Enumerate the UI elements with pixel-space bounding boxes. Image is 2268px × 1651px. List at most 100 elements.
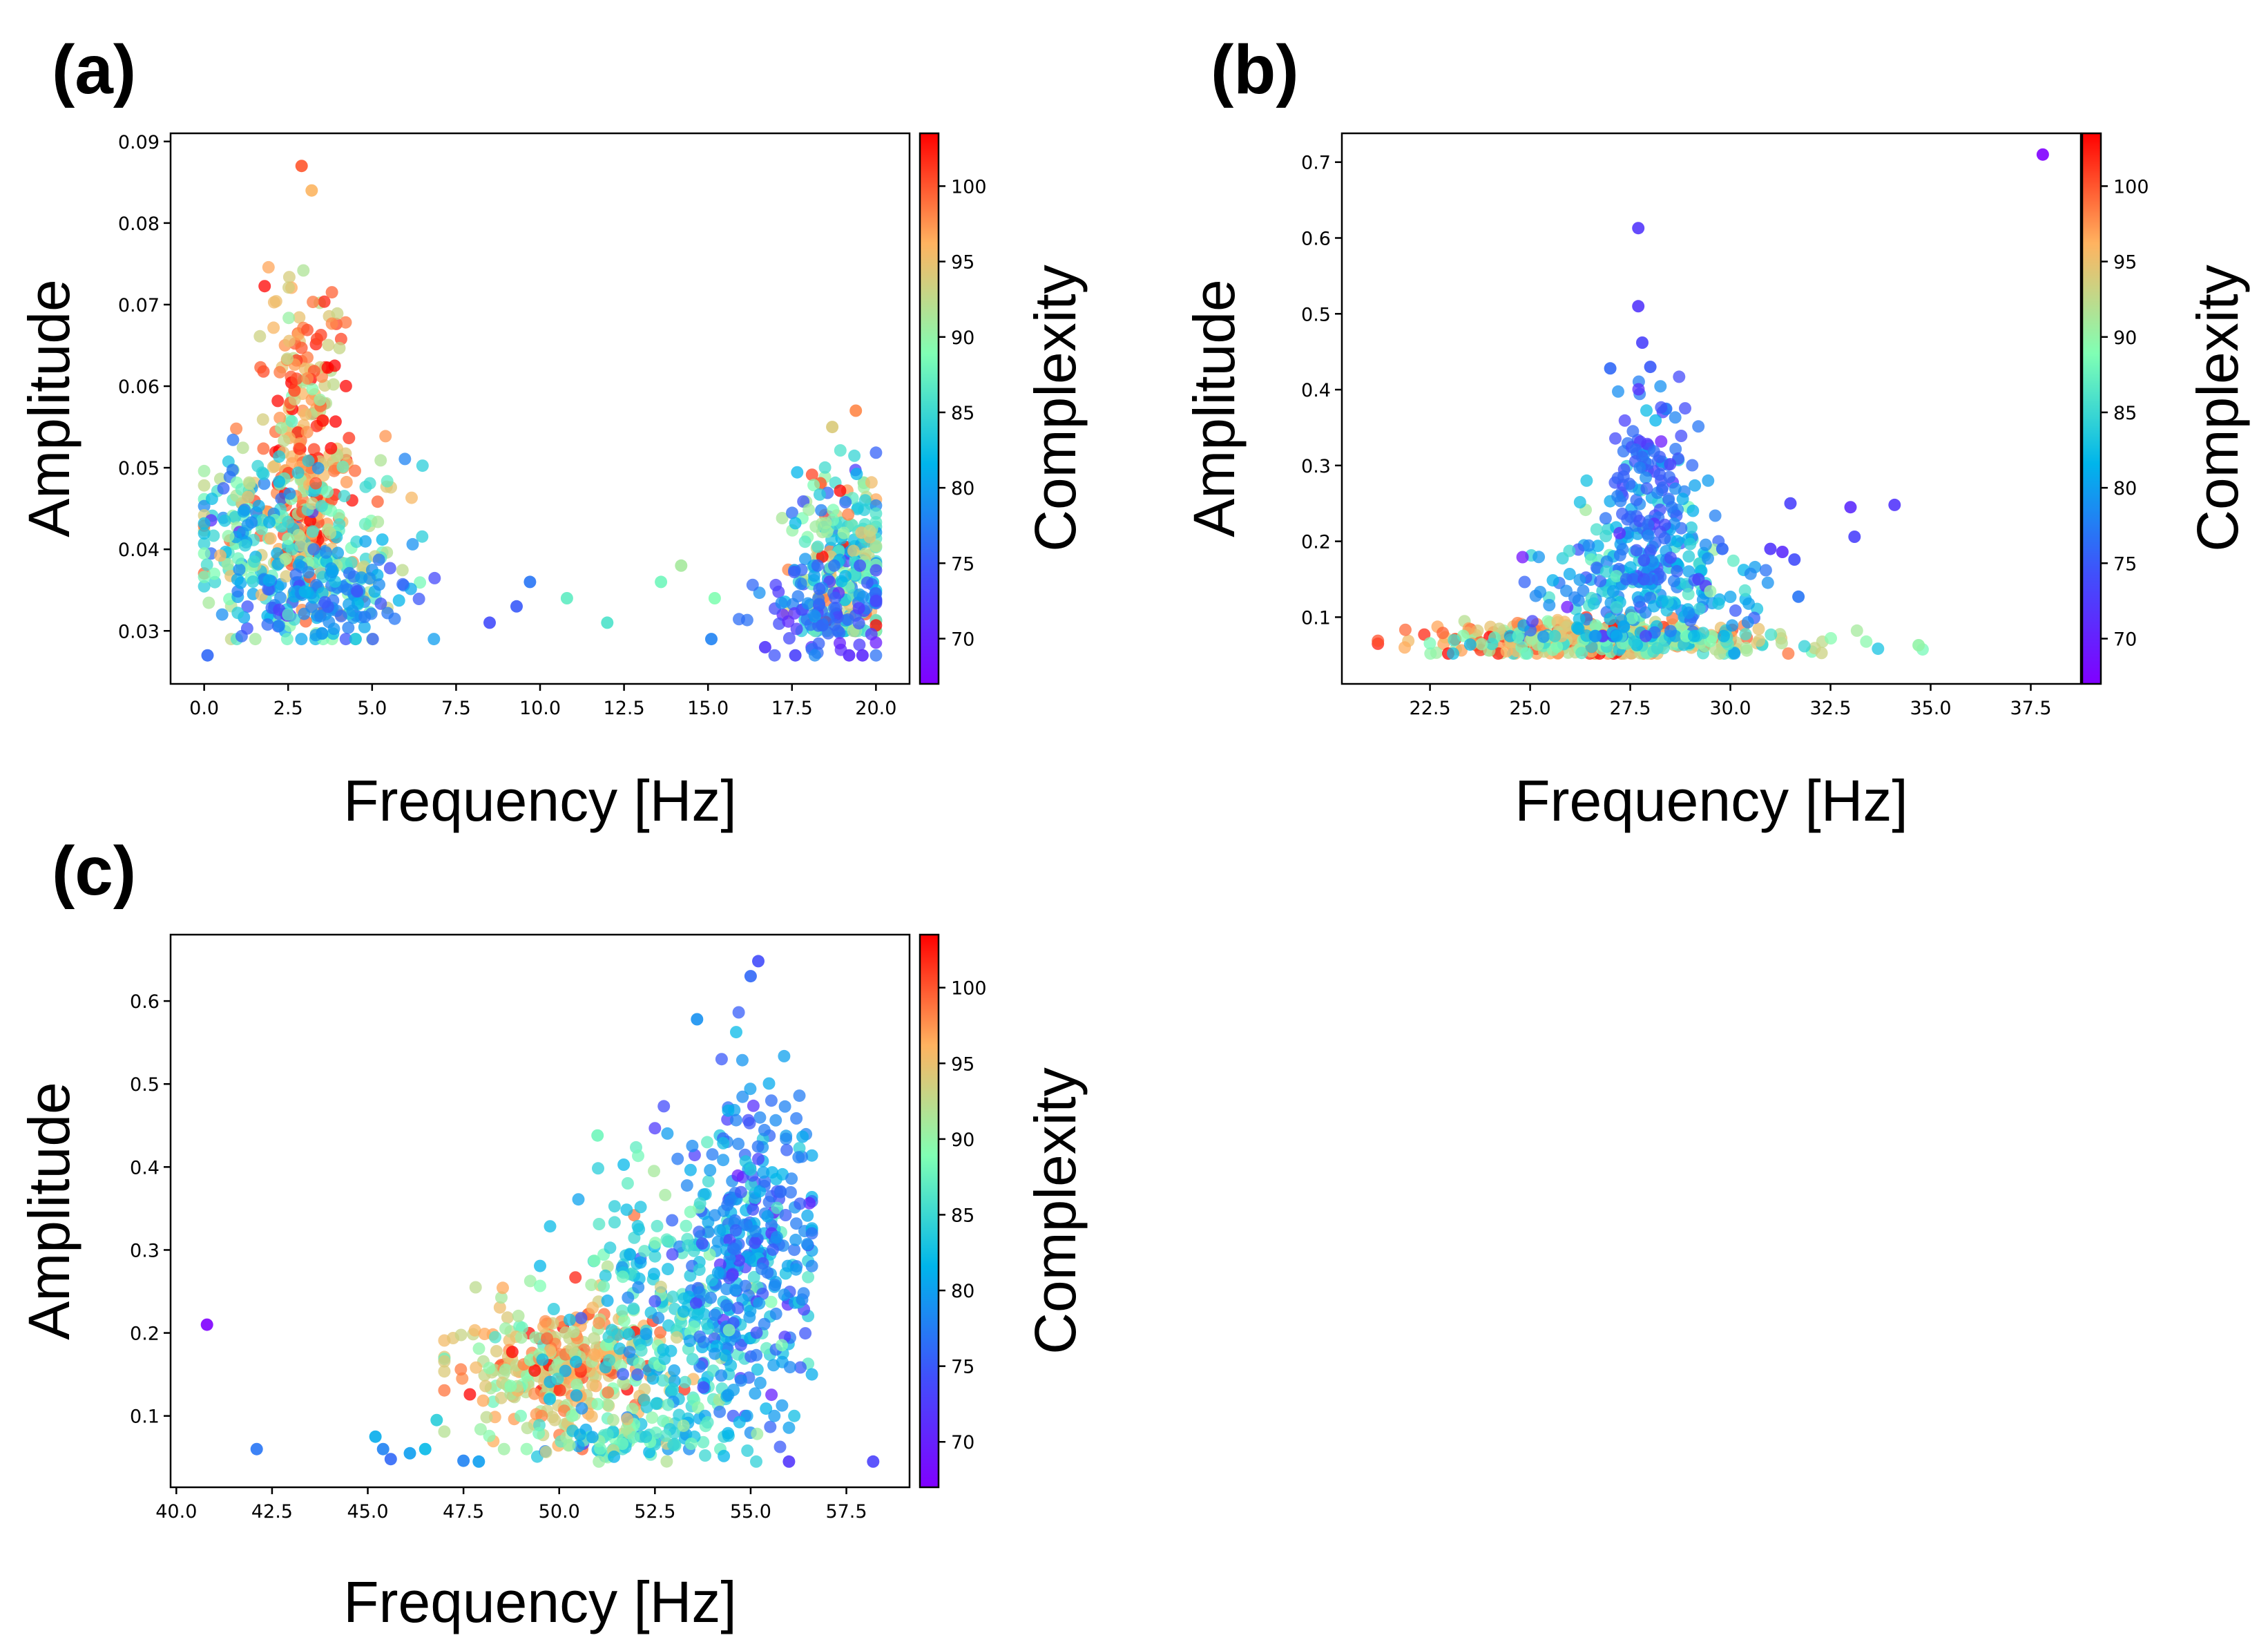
data-point — [785, 1172, 798, 1185]
data-point — [1577, 584, 1590, 598]
data-point — [648, 1122, 662, 1135]
y-tick-label: 0.1 — [130, 1406, 160, 1428]
data-point — [722, 1426, 735, 1440]
data-point — [306, 383, 319, 396]
data-point — [1609, 432, 1622, 445]
data-point — [497, 1281, 509, 1295]
data-point — [529, 1331, 542, 1344]
data-point — [1618, 414, 1631, 427]
data-point — [301, 323, 314, 336]
data-point — [768, 1409, 781, 1422]
data-point — [271, 394, 285, 408]
data-point — [293, 442, 306, 455]
data-point — [616, 1270, 629, 1283]
data-point — [1684, 537, 1697, 551]
data-point — [656, 1374, 669, 1387]
x-tick-label: 7.5 — [441, 698, 471, 719]
data-point — [493, 1301, 506, 1314]
y-tick-label: 0.06 — [118, 376, 160, 398]
data-point — [438, 1425, 451, 1438]
data-point — [1537, 630, 1550, 643]
data-point — [856, 649, 869, 662]
data-point — [803, 1196, 816, 1210]
data-point — [1518, 575, 1531, 589]
data-point — [510, 600, 523, 613]
y-tick-label: 0.04 — [118, 540, 160, 561]
data-point — [302, 566, 315, 579]
data-point — [302, 455, 315, 468]
data-point — [1612, 385, 1624, 398]
data-point — [280, 633, 294, 646]
data-point — [1653, 468, 1666, 481]
data-point — [782, 615, 795, 628]
data-point — [778, 1288, 791, 1301]
data-point — [1676, 493, 1689, 506]
data-point — [392, 594, 405, 607]
data-point — [1486, 638, 1499, 651]
data-point — [632, 1149, 644, 1163]
data-point — [648, 1250, 662, 1263]
x-tick-label: 15.0 — [687, 698, 729, 719]
data-point — [736, 1053, 749, 1067]
data-point — [793, 1142, 806, 1155]
data-point — [1642, 518, 1655, 531]
panel-c-plot-frame — [169, 933, 911, 1489]
data-point — [1543, 599, 1556, 611]
colorbar-tick-label: 90 — [2113, 327, 2137, 349]
data-point — [807, 479, 820, 492]
data-point — [1775, 637, 1788, 649]
data-point — [241, 600, 254, 613]
data-point — [805, 1368, 818, 1381]
data-point — [649, 1426, 662, 1439]
data-point — [383, 562, 396, 575]
data-point — [207, 529, 220, 542]
data-point — [414, 576, 427, 589]
data-point — [703, 1248, 716, 1261]
data-point — [322, 600, 334, 613]
data-point — [371, 495, 384, 508]
data-point — [608, 1450, 621, 1463]
data-point — [869, 446, 883, 459]
data-point — [572, 1440, 585, 1453]
colorbar-tick-label: 95 — [2113, 252, 2137, 274]
data-point — [794, 578, 807, 590]
data-point — [1742, 597, 1756, 610]
data-point — [1658, 532, 1671, 545]
data-point — [650, 1397, 663, 1411]
data-point — [699, 1449, 711, 1462]
data-point — [861, 576, 874, 589]
data-point — [1515, 640, 1528, 653]
y-tick-label: 0.09 — [118, 132, 160, 153]
data-point — [601, 1428, 614, 1441]
data-point — [729, 1224, 742, 1237]
data-point — [1526, 615, 1539, 628]
data-point — [765, 1388, 778, 1402]
data-point — [722, 1104, 735, 1117]
data-point — [657, 1100, 671, 1113]
data-point — [680, 1219, 693, 1232]
data-point — [326, 564, 339, 578]
data-point — [769, 1279, 782, 1292]
data-point — [1457, 629, 1470, 642]
y-tick-label: 0.2 — [130, 1324, 160, 1345]
data-point — [515, 1321, 528, 1334]
data-point — [198, 547, 211, 560]
data-point — [1563, 544, 1576, 557]
data-point — [736, 1090, 749, 1103]
x-tick-label: 57.5 — [825, 1501, 867, 1523]
data-point — [805, 1259, 818, 1272]
data-point — [1825, 632, 1837, 645]
data-point — [828, 559, 840, 572]
data-point — [243, 477, 256, 490]
data-point — [282, 532, 295, 545]
data-point — [813, 598, 826, 611]
data-point — [869, 564, 883, 577]
data-point — [1589, 619, 1602, 632]
data-point — [551, 1373, 564, 1386]
x-tick-label: 12.5 — [604, 698, 645, 719]
data-point — [282, 281, 295, 294]
data-point — [795, 564, 808, 576]
data-point — [1702, 552, 1714, 565]
data-point — [261, 618, 274, 631]
data-point — [231, 552, 244, 565]
